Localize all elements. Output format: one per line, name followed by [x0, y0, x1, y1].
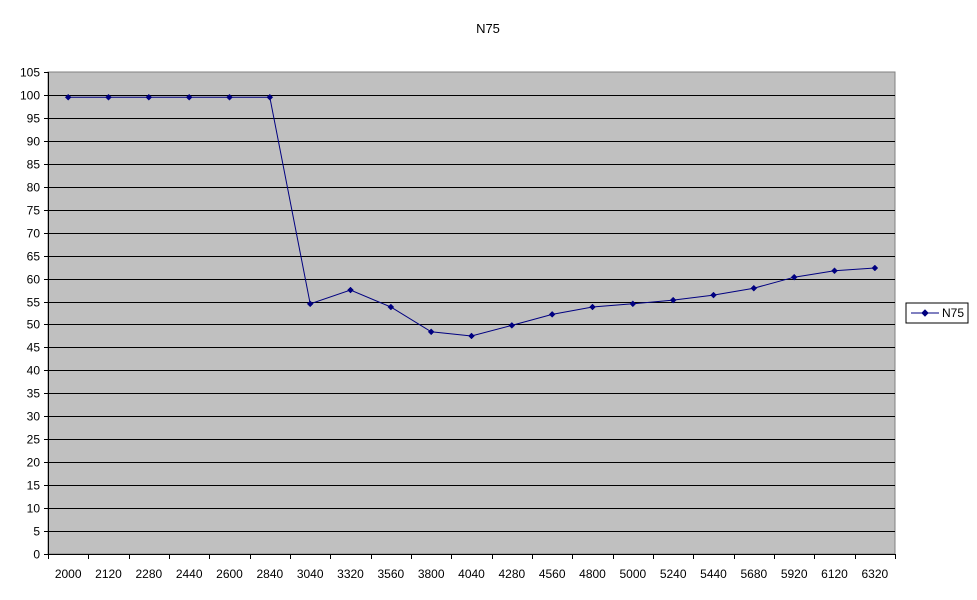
x-tick-label: 4040 [458, 567, 485, 581]
legend: N75 [905, 302, 969, 324]
data-point [589, 303, 596, 311]
data-point [669, 296, 677, 304]
y-tick-label: 70 [27, 227, 41, 241]
data-point [710, 291, 717, 299]
y-tick-label: 25 [27, 433, 41, 447]
data-point [387, 303, 395, 311]
legend-label: N75 [942, 306, 964, 320]
data-point [548, 311, 556, 318]
x-tick-label: 2440 [176, 567, 203, 581]
y-tick-label: 40 [27, 364, 41, 378]
y-tick-label: 85 [27, 158, 41, 172]
data-point [145, 93, 153, 101]
y-tick-label: 15 [27, 479, 41, 493]
y-tick-label: 80 [27, 181, 41, 195]
x-tick-label: 2840 [256, 567, 283, 581]
y-tick-label: 50 [27, 318, 41, 332]
x-tick-label: 4560 [539, 567, 566, 581]
plot-area [47, 71, 896, 555]
data-point [306, 300, 314, 308]
y-tick-label: 45 [27, 341, 41, 355]
data-point [347, 286, 354, 294]
data-point [831, 267, 838, 275]
gridlines [48, 95, 895, 532]
x-tick-label: 3040 [297, 567, 324, 581]
x-tick-label: 3800 [418, 567, 445, 581]
x-tick-label: 3560 [377, 567, 404, 581]
y-tick-label: 0 [33, 548, 40, 562]
y-tick-label: 35 [27, 387, 41, 401]
y-tick-label: 95 [27, 112, 41, 126]
x-tick-label: 2600 [216, 567, 243, 581]
y-tick-label: 90 [27, 135, 41, 149]
y-axis: 0 5 10 15 20 25 30 35 40 45 50 55 60 65 70 75 80 85 90 95 10… [20, 66, 49, 562]
data-point [64, 93, 72, 101]
y-tick-label: 5 [33, 525, 40, 539]
x-tick-label: 4800 [579, 567, 606, 581]
x-tick-label: 5000 [619, 567, 646, 581]
y-tick-label: 55 [27, 296, 41, 310]
data-point [790, 273, 798, 281]
data-point [105, 93, 112, 101]
data-point [750, 284, 758, 292]
x-axis: 2000 2120 2280 2440 2600 2840 3040 3320 3560 3800… [48, 554, 896, 581]
data-point [427, 328, 435, 336]
y-tick-label: 20 [27, 456, 41, 470]
y-tick-label: 30 [27, 410, 41, 424]
y-tick-label: 75 [27, 204, 41, 218]
y-tick-label: 10 [27, 502, 41, 516]
x-tick-label: 2120 [95, 567, 122, 581]
data-point [468, 332, 475, 340]
x-tick-label: 3320 [337, 567, 364, 581]
data-point [508, 322, 516, 329]
x-tick-label: 5240 [660, 567, 687, 581]
y-tick-label: 65 [27, 250, 41, 264]
data-point [266, 93, 274, 101]
data-point [226, 93, 233, 101]
x-tick-label: 5920 [781, 567, 808, 581]
x-tick-label: 5440 [700, 567, 727, 581]
x-tick-label: 6320 [861, 567, 888, 581]
chart-title: N75 [476, 21, 500, 36]
data-point [871, 264, 879, 272]
y-tick-label: 60 [27, 273, 41, 287]
data-point [185, 93, 193, 101]
data-point [629, 300, 637, 308]
x-tick-label: 2280 [135, 567, 162, 581]
x-tick-label: 2000 [55, 567, 82, 581]
series-n75 [64, 93, 879, 340]
y-tick-label: 100 [20, 89, 40, 103]
legend-swatch-marker [921, 309, 929, 317]
x-tick-label: 5680 [740, 567, 767, 581]
y-tick-label: 105 [20, 66, 40, 80]
x-tick-label: 4280 [498, 567, 525, 581]
x-tick-label: 6120 [821, 567, 848, 581]
